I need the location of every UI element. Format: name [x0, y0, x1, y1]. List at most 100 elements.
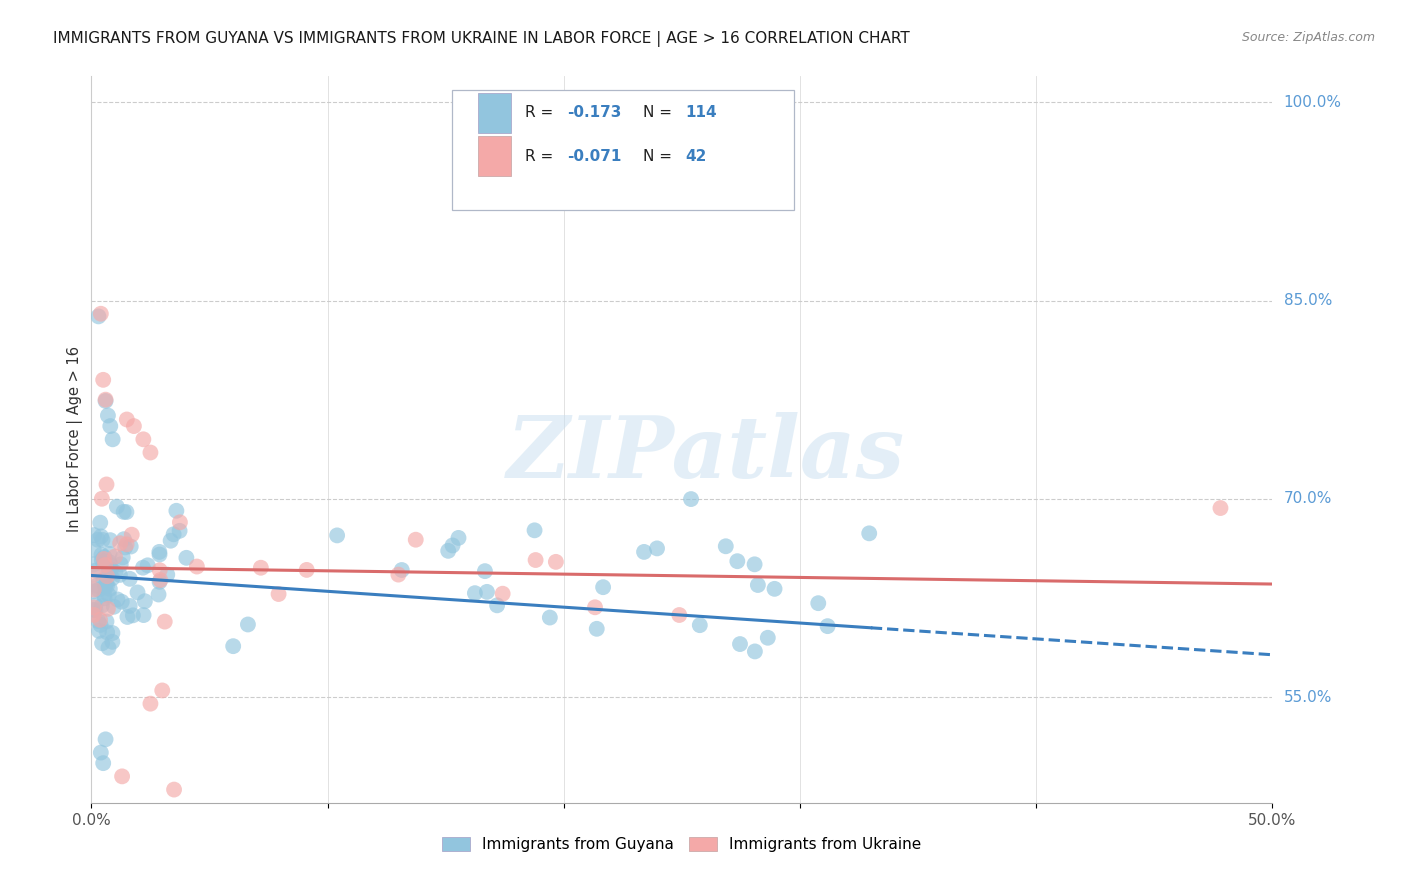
- Point: [756, 631, 779, 645]
- Point: [474, 564, 496, 578]
- Point: [447, 531, 470, 545]
- Point: [97, 409, 120, 423]
- Point: [93, 555, 115, 569]
- Point: [89, 613, 111, 627]
- Text: 85.0%: 85.0%: [1284, 293, 1331, 308]
- Point: [117, 610, 139, 624]
- Point: [585, 622, 607, 636]
- Point: [583, 600, 606, 615]
- Point: [103, 599, 125, 614]
- Point: [165, 504, 187, 518]
- Point: [645, 541, 668, 556]
- Point: [87, 614, 110, 628]
- Point: [492, 587, 515, 601]
- Point: [90, 746, 112, 760]
- Point: [86, 578, 108, 592]
- Text: 42: 42: [686, 149, 707, 163]
- Point: [744, 644, 766, 658]
- Point: [523, 524, 546, 538]
- Point: [96, 575, 118, 590]
- Point: [91, 373, 114, 387]
- Text: -0.173: -0.173: [568, 105, 621, 120]
- Point: [1209, 501, 1232, 516]
- Point: [83, 600, 105, 615]
- Point: [150, 683, 173, 698]
- Point: [101, 433, 124, 447]
- Point: [96, 569, 118, 583]
- Point: [728, 637, 751, 651]
- Point: [222, 639, 245, 653]
- Point: [97, 640, 120, 655]
- Point: [111, 769, 134, 783]
- Point: [464, 586, 486, 600]
- Point: [162, 527, 184, 541]
- Point: [98, 547, 121, 561]
- Point: [807, 596, 830, 610]
- Point: [139, 697, 162, 711]
- Point: [100, 558, 122, 572]
- Point: [94, 732, 117, 747]
- Point: [132, 608, 155, 623]
- Point: [96, 477, 118, 491]
- Point: [96, 615, 118, 629]
- Point: [326, 528, 349, 542]
- Point: [633, 545, 655, 559]
- Point: [127, 585, 149, 599]
- Point: [108, 568, 131, 582]
- Point: [93, 588, 115, 602]
- Point: [84, 564, 107, 578]
- Point: [91, 533, 114, 547]
- Point: [105, 500, 128, 514]
- Bar: [478, 136, 510, 176]
- Point: [89, 516, 111, 530]
- Point: [437, 544, 460, 558]
- Point: [94, 394, 117, 409]
- Point: [132, 560, 155, 574]
- Point: [148, 545, 170, 559]
- Point: [94, 579, 117, 593]
- Text: 114: 114: [686, 105, 717, 120]
- Point: [91, 756, 114, 771]
- Point: [101, 571, 124, 585]
- Point: [83, 558, 105, 572]
- Point: [112, 532, 135, 546]
- Point: [387, 567, 409, 582]
- Point: [101, 626, 124, 640]
- Point: [391, 563, 413, 577]
- Point: [858, 526, 880, 541]
- Point: [98, 555, 121, 569]
- Point: [111, 595, 134, 609]
- Point: [441, 538, 464, 552]
- Point: [121, 527, 143, 541]
- Point: [91, 636, 114, 650]
- Text: -0.071: -0.071: [568, 149, 621, 163]
- Text: N =: N =: [643, 105, 676, 120]
- Point: [763, 582, 786, 596]
- Point: [97, 602, 120, 616]
- Point: [115, 537, 138, 551]
- Point: [90, 599, 112, 613]
- Point: [94, 558, 117, 572]
- Text: Source: ZipAtlas.com: Source: ZipAtlas.com: [1241, 31, 1375, 45]
- Point: [149, 574, 172, 589]
- Point: [747, 578, 769, 592]
- Point: [94, 392, 117, 407]
- Point: [90, 529, 112, 543]
- Point: [176, 550, 198, 565]
- Point: [87, 624, 110, 638]
- Point: [108, 536, 131, 550]
- Point: [153, 615, 176, 629]
- Point: [524, 553, 547, 567]
- Point: [149, 573, 172, 587]
- Point: [817, 619, 839, 633]
- Point: [120, 540, 142, 554]
- Text: 100.0%: 100.0%: [1284, 95, 1341, 110]
- Point: [486, 599, 509, 613]
- Point: [98, 561, 121, 575]
- Point: [267, 587, 290, 601]
- Text: N =: N =: [643, 149, 676, 163]
- Point: [87, 582, 110, 597]
- Point: [163, 782, 186, 797]
- FancyBboxPatch shape: [451, 90, 794, 211]
- Point: [744, 558, 766, 572]
